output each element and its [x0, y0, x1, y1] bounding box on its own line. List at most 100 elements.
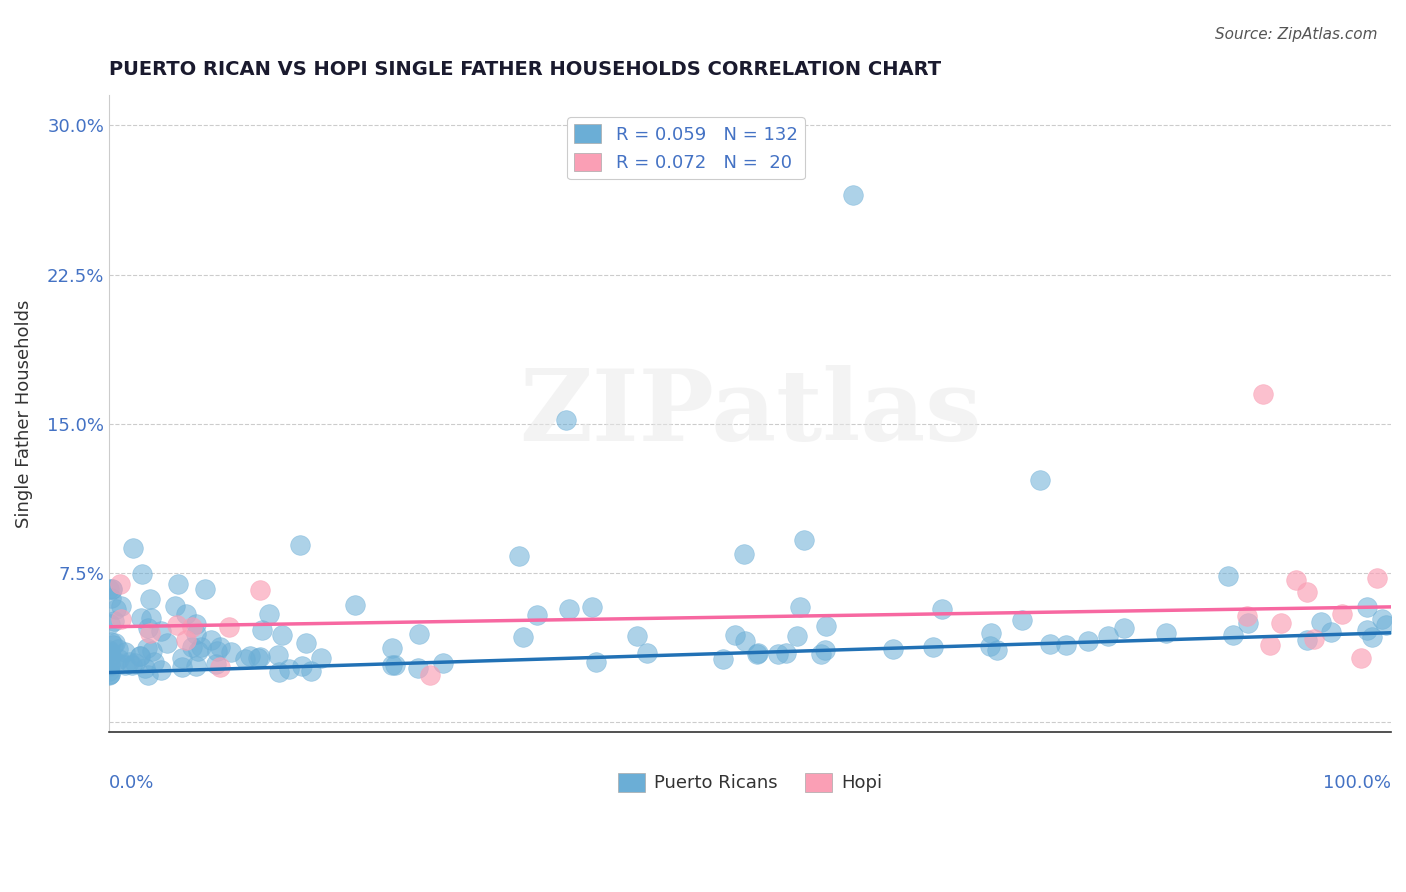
Hopi [209, 659, 232, 673]
Puerto Ricans [636, 646, 658, 660]
Puerto Ricans [114, 658, 136, 673]
Puerto Ricans [108, 652, 131, 666]
Puerto Ricans [166, 577, 188, 591]
Puerto Ricans [810, 647, 832, 661]
Puerto Ricans [1357, 623, 1379, 637]
Puerto Ricans [129, 648, 152, 663]
Puerto Ricans [103, 615, 125, 629]
Text: ZIPatlas: ZIPatlas [519, 366, 981, 462]
Puerto Ricans [512, 630, 534, 644]
Text: Source: ZipAtlas.com: Source: ZipAtlas.com [1215, 27, 1378, 42]
Hopi [1236, 609, 1258, 624]
Text: 0.0%: 0.0% [110, 773, 155, 791]
Puerto Ricans [793, 533, 815, 548]
Puerto Ricans [555, 413, 578, 427]
Puerto Ricans [98, 617, 121, 632]
Puerto Ricans [138, 668, 160, 682]
Hopi [1270, 616, 1292, 631]
Puerto Ricans [139, 592, 162, 607]
Puerto Ricans [294, 636, 316, 650]
Puerto Ricans [186, 627, 208, 641]
Puerto Ricans [288, 538, 311, 552]
Puerto Ricans [508, 549, 530, 564]
Puerto Ricans [841, 188, 863, 202]
Puerto Ricans [979, 639, 1001, 653]
Puerto Ricans [1355, 599, 1378, 614]
Puerto Ricans [1237, 615, 1260, 630]
Puerto Ricans [187, 644, 209, 658]
Puerto Ricans [239, 648, 262, 663]
Legend: Puerto Ricans, Hopi: Puerto Ricans, Hopi [610, 766, 890, 799]
Puerto Ricans [98, 668, 121, 682]
Hopi [166, 617, 188, 632]
Puerto Ricans [172, 659, 194, 673]
Puerto Ricans [184, 659, 207, 673]
Puerto Ricans [100, 649, 122, 664]
Puerto Ricans [278, 662, 301, 676]
Puerto Ricans [150, 624, 173, 639]
Puerto Ricans [114, 645, 136, 659]
Puerto Ricans [299, 665, 322, 679]
Puerto Ricans [1029, 473, 1052, 487]
Puerto Ricans [129, 611, 152, 625]
Puerto Ricans [98, 667, 121, 681]
Text: PUERTO RICAN VS HOPI SINGLE FATHER HOUSEHOLDS CORRELATION CHART: PUERTO RICAN VS HOPI SINGLE FATHER HOUSE… [110, 60, 941, 78]
Puerto Ricans [121, 657, 143, 672]
Puerto Ricans [134, 661, 156, 675]
Puerto Ricans [101, 582, 124, 596]
Puerto Ricans [129, 648, 152, 663]
Puerto Ricans [249, 649, 271, 664]
Puerto Ricans [1320, 625, 1343, 640]
Puerto Ricans [252, 623, 274, 637]
Puerto Ricans [100, 635, 122, 649]
Hopi [249, 582, 271, 597]
Puerto Ricans [558, 602, 581, 616]
Puerto Ricans [1112, 621, 1135, 635]
Puerto Ricans [136, 640, 159, 655]
Puerto Ricans [1310, 615, 1333, 630]
Puerto Ricans [1011, 613, 1033, 627]
Puerto Ricans [98, 582, 121, 596]
Text: 100.0%: 100.0% [1323, 773, 1391, 791]
Puerto Ricans [98, 658, 121, 673]
Puerto Ricans [922, 640, 945, 654]
Puerto Ricans [267, 648, 290, 662]
Puerto Ricans [747, 646, 769, 660]
Puerto Ricans [138, 621, 160, 635]
Puerto Ricans [270, 627, 292, 641]
Puerto Ricans [98, 664, 121, 678]
Puerto Ricans [139, 610, 162, 624]
Puerto Ricans [585, 655, 607, 669]
Puerto Ricans [98, 666, 121, 681]
Puerto Ricans [247, 651, 270, 665]
Hopi [1365, 571, 1388, 585]
Puerto Ricans [626, 629, 648, 643]
Hopi [1251, 387, 1274, 401]
Hopi [1295, 585, 1317, 599]
Puerto Ricans [143, 655, 166, 669]
Puerto Ricans [1375, 618, 1398, 632]
Hopi [139, 625, 162, 640]
Puerto Ricans [344, 598, 367, 612]
Puerto Ricans [734, 633, 756, 648]
Puerto Ricans [98, 658, 121, 673]
Puerto Ricans [381, 640, 404, 655]
Puerto Ricans [775, 646, 797, 660]
Hopi [1285, 573, 1308, 587]
Puerto Ricans [149, 663, 172, 677]
Puerto Ricans [733, 547, 755, 561]
Puerto Ricans [408, 627, 430, 641]
Puerto Ricans [291, 659, 314, 673]
Puerto Ricans [1295, 633, 1317, 648]
Puerto Ricans [384, 658, 406, 673]
Puerto Ricans [124, 657, 146, 671]
Puerto Ricans [103, 638, 125, 652]
Puerto Ricans [100, 591, 122, 605]
Puerto Ricans [1361, 630, 1384, 644]
Puerto Ricans [122, 541, 145, 555]
Puerto Ricans [581, 599, 603, 614]
Y-axis label: Single Father Households: Single Father Households [15, 300, 32, 528]
Hopi [1258, 638, 1281, 652]
Puerto Ricans [219, 645, 242, 659]
Puerto Ricans [131, 566, 153, 581]
